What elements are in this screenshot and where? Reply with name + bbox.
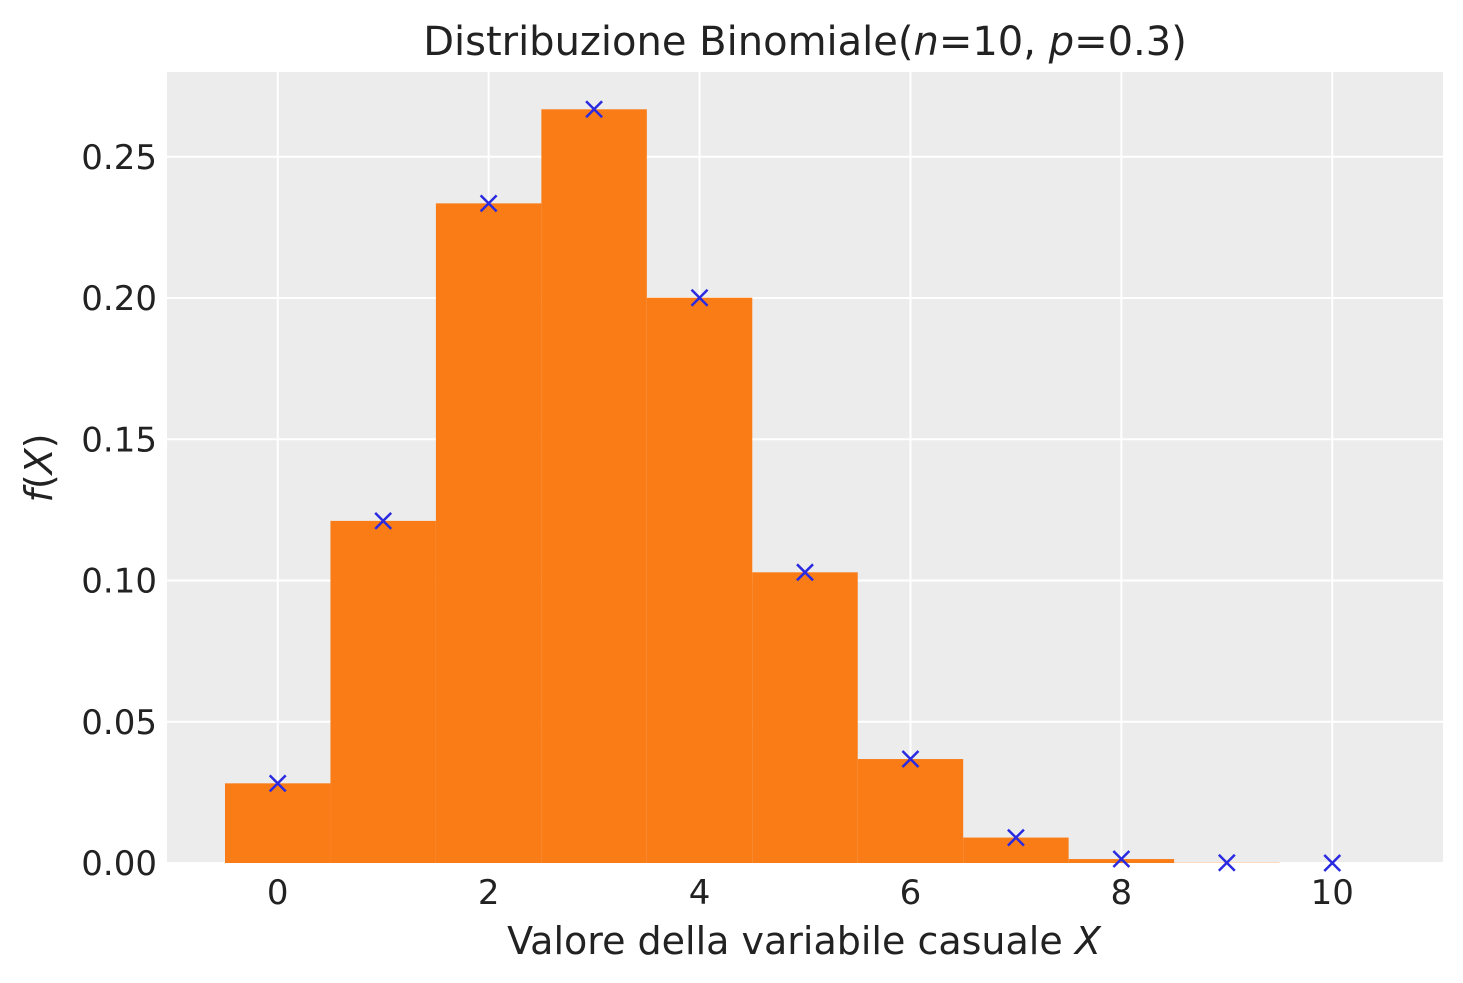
y-tick-labels: 0.00 0.05 0.10 0.15 0.20 0.25 [81, 138, 157, 884]
x-markers [268, 100, 1342, 872]
x-axis-label-text: Valore della variabile casuale [507, 919, 1075, 963]
x-tick-label: 4 [689, 873, 711, 913]
y-tick-label: 0.15 [81, 420, 157, 460]
y-tick-label: 0.10 [81, 562, 157, 602]
x-marker-10 [1323, 854, 1342, 872]
title-prefix: Distribuzione Binomiale( [423, 19, 913, 65]
bar-0 [225, 783, 331, 863]
x-marker-5 [796, 563, 814, 582]
bar-2 [435, 203, 542, 864]
y-axis-label-close: ) [17, 433, 61, 448]
title-n-symbol: n [913, 19, 938, 65]
bars [225, 109, 1280, 864]
x-tick-label: 8 [1111, 873, 1133, 913]
x-marker-8 [1112, 850, 1131, 868]
y-axis-label-open: ( [17, 474, 61, 489]
bar-1 [330, 520, 436, 863]
title-p-symbol: p [1048, 19, 1074, 65]
x-marker-3 [585, 100, 603, 119]
chart-title: Distribuzione Binomiale(n=10, p=0.3) [423, 19, 1187, 65]
x-tick-label: 2 [478, 873, 500, 913]
x-marker-7 [1007, 828, 1025, 847]
bar-6 [857, 759, 964, 863]
x-marker-1 [374, 512, 393, 530]
y-axis-label-symbol: X [17, 447, 61, 476]
x-tick-label: 0 [267, 873, 289, 913]
x-marker-9 [1217, 853, 1236, 872]
title-p-value: =0.3) [1074, 19, 1187, 65]
y-tick-label: 0.20 [81, 279, 157, 319]
y-tick-label: 0.00 [81, 844, 157, 884]
x-marker-6 [901, 750, 920, 768]
x-marker-0 [268, 774, 287, 793]
bar-7 [963, 837, 1069, 863]
x-tick-labels: 0 2 4 6 8 10 [267, 873, 1354, 913]
bar-8 [1068, 859, 1175, 863]
y-tick-label: 0.25 [81, 138, 157, 178]
x-marker-2 [479, 194, 498, 213]
title-n-value: =10, [939, 19, 1049, 65]
bar-3 [541, 109, 647, 864]
y-tick-label: 0.05 [81, 703, 157, 743]
x-axis-label-symbol: X [1073, 919, 1102, 963]
x-marker-4 [690, 288, 709, 307]
x-axis-label: Valore della variabile casuale X [507, 919, 1102, 963]
bar-5 [752, 572, 858, 863]
y-axis-label: f(X) [17, 433, 61, 502]
x-tick-label: 6 [900, 873, 922, 913]
x-tick-label: 10 [1311, 873, 1354, 913]
bar-4 [646, 297, 753, 863]
